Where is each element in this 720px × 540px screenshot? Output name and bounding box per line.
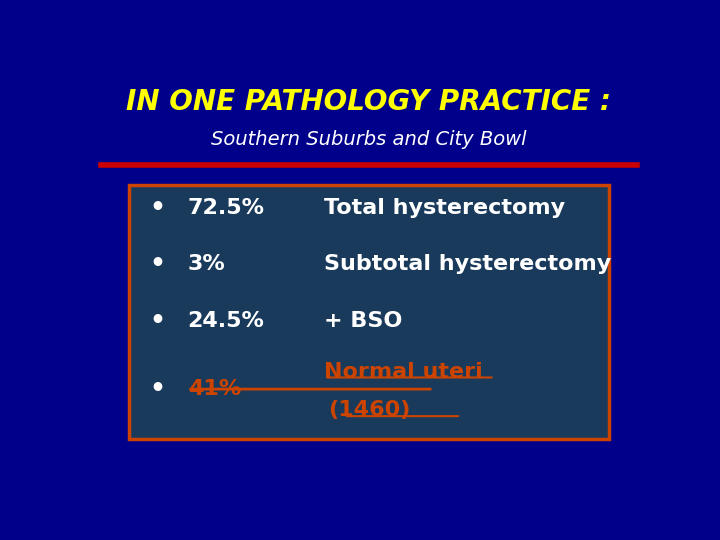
Text: Total hysterectomy: Total hysterectomy — [324, 198, 565, 218]
Text: Subtotal hysterectomy: Subtotal hysterectomy — [324, 254, 611, 274]
Text: •: • — [149, 252, 165, 276]
FancyBboxPatch shape — [129, 185, 609, 439]
Text: 72.5%: 72.5% — [188, 198, 265, 218]
Text: •: • — [149, 377, 165, 401]
Text: 24.5%: 24.5% — [188, 310, 264, 330]
Text: (1460): (1460) — [328, 400, 410, 420]
Text: 41%: 41% — [188, 379, 241, 399]
Text: IN ONE PATHOLOGY PRACTICE :: IN ONE PATHOLOGY PRACTICE : — [127, 88, 611, 116]
Text: •: • — [149, 308, 165, 333]
Text: •: • — [149, 196, 165, 220]
Text: 3%: 3% — [188, 254, 225, 274]
Text: Normal uteri: Normal uteri — [324, 362, 483, 382]
Text: + BSO: + BSO — [324, 310, 402, 330]
Text: Southern Suburbs and City Bowl: Southern Suburbs and City Bowl — [211, 130, 527, 149]
